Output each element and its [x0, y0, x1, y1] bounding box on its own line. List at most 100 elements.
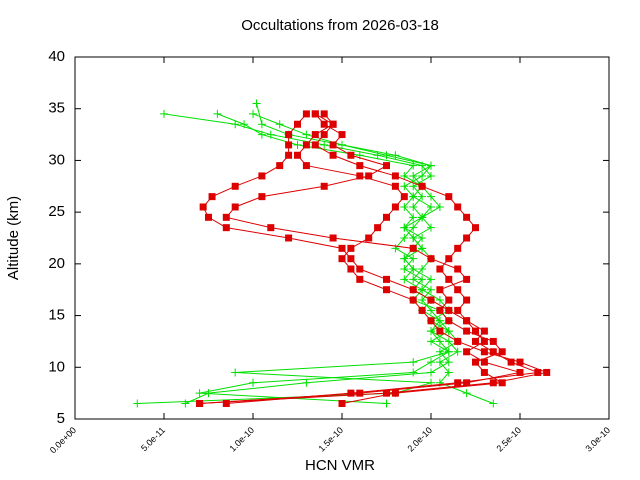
- marker: [418, 296, 427, 305]
- marker: [258, 172, 266, 180]
- marker: [356, 265, 364, 273]
- marker: [472, 337, 479, 345]
- marker: [418, 285, 427, 294]
- marker: [445, 306, 453, 314]
- marker: [498, 379, 506, 387]
- marker: [463, 213, 471, 221]
- marker: [383, 162, 390, 170]
- marker: [347, 265, 355, 273]
- marker: [409, 234, 418, 242]
- marker: [436, 265, 444, 273]
- marker: [133, 399, 142, 408]
- marker: [409, 368, 418, 377]
- marker: [427, 317, 435, 325]
- marker: [409, 161, 418, 170]
- marker: [463, 317, 471, 325]
- marker: [480, 327, 488, 335]
- marker: [302, 378, 311, 387]
- x-tick-label: 0.0e+00: [48, 425, 78, 455]
- marker: [409, 182, 418, 191]
- y-tick-label: 5: [57, 410, 65, 427]
- marker: [257, 120, 266, 129]
- marker: [275, 120, 284, 129]
- marker: [160, 109, 168, 118]
- marker: [436, 286, 444, 294]
- marker: [208, 193, 216, 201]
- marker: [181, 399, 190, 408]
- marker: [418, 171, 427, 180]
- marker: [444, 347, 453, 356]
- marker: [436, 327, 444, 335]
- marker: [463, 327, 471, 335]
- marker: [463, 379, 471, 387]
- marker: [489, 399, 498, 408]
- marker: [365, 234, 373, 242]
- marker: [356, 172, 364, 180]
- marker: [285, 151, 293, 159]
- profile-line: [225, 113, 504, 404]
- marker: [409, 286, 417, 294]
- marker: [418, 244, 427, 253]
- marker: [249, 378, 257, 387]
- y-tick-label: 10: [48, 358, 65, 375]
- marker: [356, 389, 364, 397]
- marker: [427, 223, 435, 232]
- marker: [462, 389, 471, 398]
- marker: [347, 151, 355, 159]
- marker: [444, 337, 453, 346]
- marker: [302, 130, 311, 139]
- marker: [480, 368, 488, 376]
- marker: [391, 203, 399, 211]
- marker: [400, 182, 409, 191]
- marker: [418, 306, 426, 314]
- marker: [463, 275, 471, 283]
- marker: [240, 120, 249, 129]
- plot-area: [133, 99, 551, 408]
- marker: [454, 379, 462, 387]
- marker: [427, 192, 435, 201]
- marker: [409, 358, 418, 367]
- marker: [409, 223, 418, 232]
- marker: [329, 141, 337, 149]
- marker: [435, 316, 444, 325]
- marker: [382, 399, 391, 408]
- marker: [418, 182, 426, 190]
- marker: [195, 389, 204, 398]
- marker: [427, 327, 435, 336]
- marker: [338, 131, 346, 139]
- marker: [347, 255, 355, 263]
- marker: [445, 317, 453, 325]
- marker: [435, 202, 444, 211]
- marker: [311, 131, 319, 139]
- marker: [199, 203, 207, 211]
- marker: [400, 193, 408, 201]
- marker: [391, 151, 400, 160]
- marker: [400, 223, 409, 232]
- x-tick-label: 1.0e-10: [227, 425, 256, 454]
- marker: [338, 399, 346, 407]
- y-tick-label: 20: [48, 255, 65, 272]
- marker: [436, 306, 444, 314]
- marker: [252, 99, 261, 108]
- marker: [373, 151, 382, 160]
- marker: [311, 141, 319, 149]
- plot-border: [74, 56, 610, 420]
- marker: [454, 306, 462, 314]
- marker: [365, 172, 373, 180]
- marker: [489, 348, 497, 356]
- marker: [285, 234, 293, 242]
- marker: [480, 348, 488, 356]
- marker: [427, 285, 435, 294]
- marker: [249, 109, 257, 118]
- marker: [196, 399, 204, 407]
- marker: [294, 151, 301, 159]
- marker: [391, 172, 399, 180]
- marker: [445, 296, 453, 304]
- marker: [454, 337, 462, 345]
- marker: [222, 224, 230, 232]
- marker: [276, 162, 284, 170]
- marker: [489, 379, 497, 387]
- marker: [409, 192, 418, 201]
- marker: [489, 337, 497, 345]
- marker: [427, 306, 435, 315]
